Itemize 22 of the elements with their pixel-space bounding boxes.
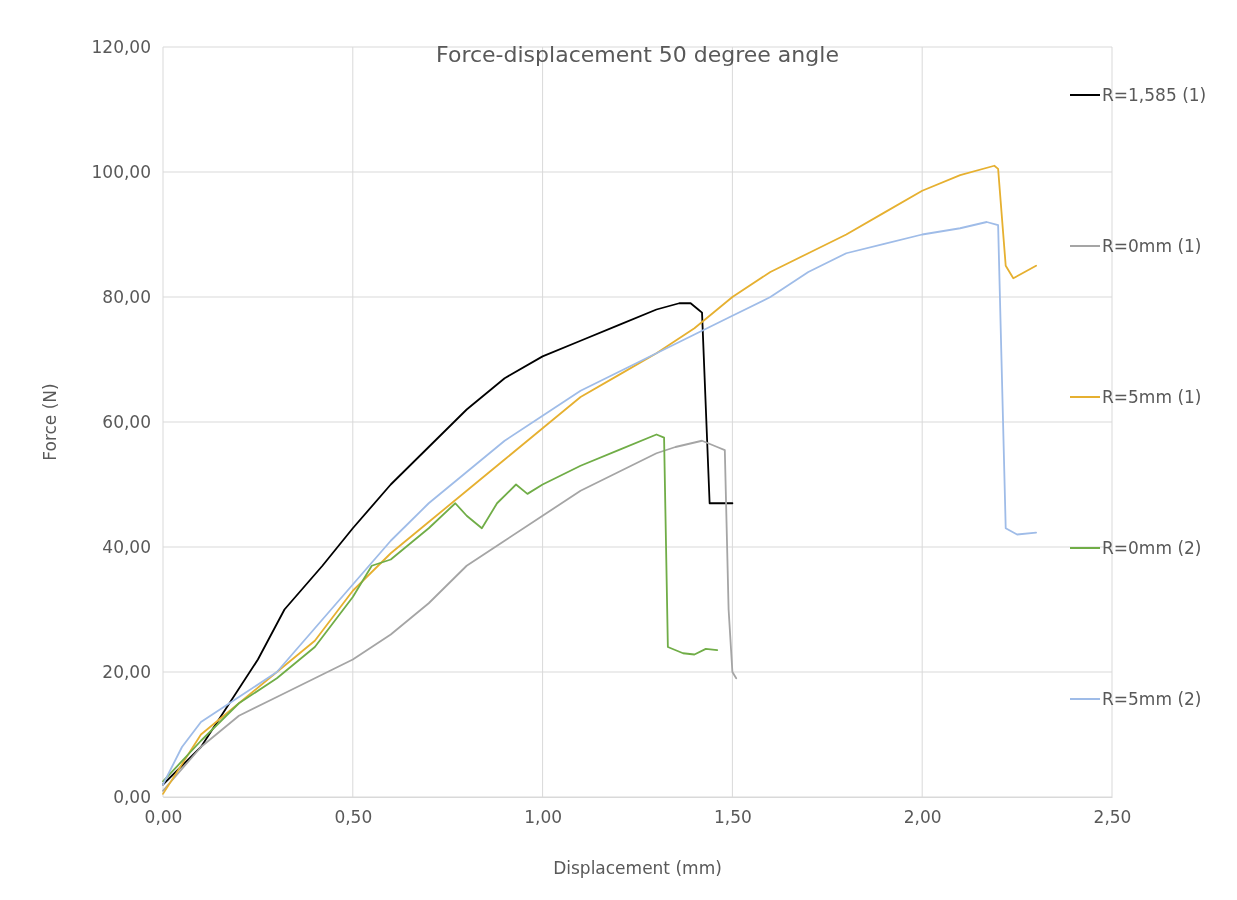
line-series <box>162 302 734 786</box>
chart-title: Force-displacement 50 degree angle <box>436 42 839 67</box>
x-tick-label: 0,50 <box>334 807 373 828</box>
y-tick-label: 40,00 <box>102 536 151 557</box>
y-axis-title: Force (N) <box>40 383 60 461</box>
x-tick-label: 0,00 <box>144 807 183 828</box>
legend-label: R=0mm (2) <box>1102 538 1202 558</box>
y-tick-label: 120,00 <box>91 36 151 57</box>
legend-label: R=0mm (1) <box>1102 236 1202 256</box>
y-tick-label: 100,00 <box>91 161 151 182</box>
x-tick-label: 1,00 <box>524 807 563 828</box>
x-tick-label: 2,00 <box>903 807 942 828</box>
y-tick-label: 60,00 <box>102 411 151 432</box>
x-tick-label: 1,50 <box>713 807 752 828</box>
legend-label: R=5mm (2) <box>1102 689 1202 709</box>
x-axis-title: Displacement (mm) <box>553 858 722 878</box>
y-tick-label: 0,00 <box>113 786 151 807</box>
legend-label: R=1,585 (1) <box>1102 85 1207 105</box>
legend-label: R=5mm (1) <box>1102 387 1202 407</box>
y-tick-label: 80,00 <box>102 286 151 307</box>
y-tick-label: 20,00 <box>102 661 151 682</box>
x-tick-label: 2,50 <box>1093 807 1132 828</box>
